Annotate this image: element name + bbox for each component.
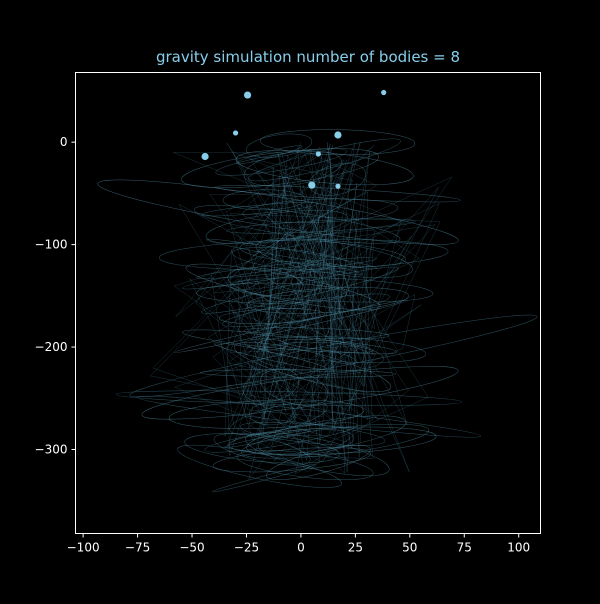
trajectory-trail bbox=[141, 366, 459, 420]
y-tick-label: −200 bbox=[35, 340, 68, 354]
trajectory-trail bbox=[264, 260, 324, 292]
trajectory-trail bbox=[115, 390, 462, 406]
trajectory-trail bbox=[245, 432, 390, 476]
body-point bbox=[201, 152, 209, 161]
trajectory-trail bbox=[218, 308, 325, 325]
trajectory-trail bbox=[181, 329, 374, 353]
body-point bbox=[315, 151, 321, 157]
trajectory-trail bbox=[242, 368, 299, 403]
body-point bbox=[381, 89, 387, 96]
trajectory-trail bbox=[245, 133, 313, 158]
trajectory-trail bbox=[184, 433, 340, 464]
x-tick-label: 100 bbox=[507, 541, 530, 555]
y-tick-label: −300 bbox=[35, 442, 68, 456]
trajectory-trail bbox=[213, 433, 311, 466]
trajectory-trail bbox=[226, 218, 416, 234]
trajectory-trail bbox=[240, 423, 430, 459]
trajectory-trail bbox=[260, 129, 416, 156]
x-tick-label: −100 bbox=[67, 541, 100, 555]
trajectory-trail bbox=[212, 447, 372, 473]
trajectory-trail bbox=[223, 429, 312, 448]
trajectory-trail bbox=[177, 444, 342, 488]
trajectory-scribble bbox=[150, 142, 453, 480]
trajectory-trail bbox=[236, 450, 374, 480]
trajectory-trail bbox=[204, 422, 358, 453]
body-point bbox=[243, 91, 252, 99]
x-tick-label: −25 bbox=[234, 541, 259, 555]
x-tick-label: 50 bbox=[402, 541, 417, 555]
body-point bbox=[308, 181, 316, 189]
x-tick-label: 25 bbox=[348, 541, 363, 555]
trajectory-trail bbox=[173, 299, 409, 353]
body-point bbox=[334, 131, 342, 139]
trajectory-trail bbox=[236, 145, 303, 165]
x-tick-label: 0 bbox=[297, 541, 305, 555]
trajectory-trail bbox=[248, 401, 296, 426]
chart-title: gravity simulation number of bodies = 8 bbox=[155, 48, 461, 66]
y-tick-label: −100 bbox=[35, 238, 68, 252]
trajectory-trail bbox=[129, 314, 538, 398]
body-point bbox=[232, 130, 239, 136]
trajectory-trail bbox=[196, 282, 348, 304]
x-tick-label: −50 bbox=[179, 541, 204, 555]
trajectory-trail bbox=[213, 342, 327, 370]
bodies-layer bbox=[201, 89, 387, 189]
trajectory-trail bbox=[136, 395, 481, 438]
trajectory-trail bbox=[181, 148, 380, 188]
trajectory-trail bbox=[266, 444, 371, 480]
trajectory-trail bbox=[158, 238, 449, 271]
axes-frame bbox=[75, 72, 541, 534]
trajectory-trail bbox=[193, 205, 401, 244]
trajectory-trail bbox=[211, 464, 316, 493]
x-tick-label: −75 bbox=[125, 541, 150, 555]
y-tick-label: 0 bbox=[60, 135, 68, 149]
x-tick-label: 75 bbox=[457, 541, 472, 555]
trajectory-trail bbox=[97, 179, 459, 245]
x-axis: −100 −75 −50 −25 0 25 50 75 100 bbox=[67, 533, 530, 555]
y-axis: 0 −100 −200 −300 bbox=[35, 135, 76, 456]
body-point bbox=[335, 183, 341, 189]
trajectory-trail bbox=[168, 399, 365, 429]
trails-layer bbox=[97, 129, 538, 493]
